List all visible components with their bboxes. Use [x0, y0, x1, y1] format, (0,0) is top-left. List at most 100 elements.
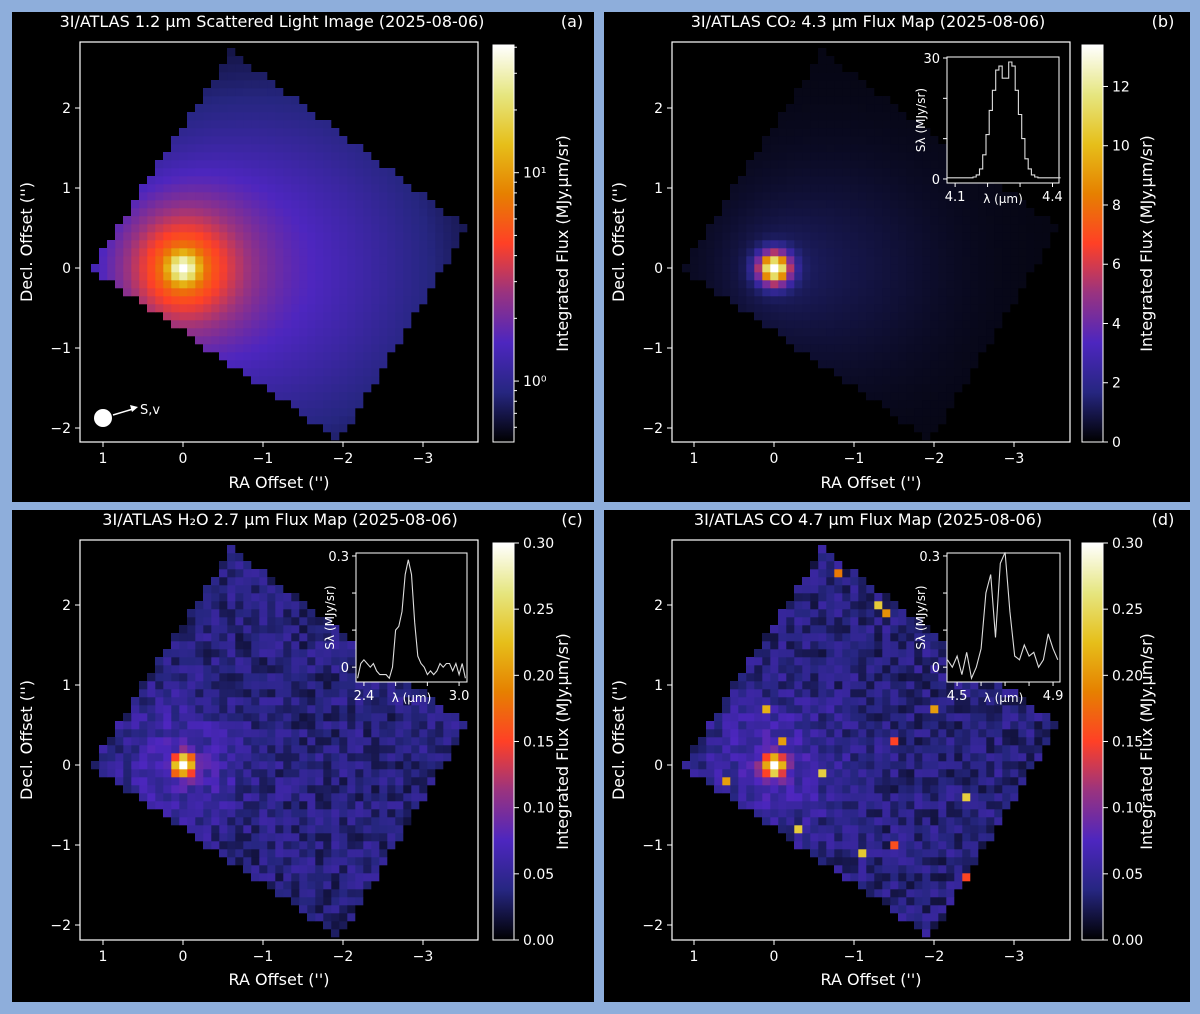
heatmap-cell: [195, 601, 204, 610]
heatmap-cell: [954, 328, 963, 337]
heatmap-cell: [211, 256, 220, 265]
heatmap-cell: [251, 368, 260, 377]
heatmap-cell: [171, 649, 180, 658]
heatmap-cell: [1034, 224, 1043, 233]
heatmap-cell: [299, 224, 308, 233]
heatmap-cell: [203, 296, 212, 305]
heatmap-cell: [850, 689, 859, 698]
heatmap-cell: [291, 248, 300, 257]
heatmap-cell: [874, 216, 883, 225]
heatmap-cell: [834, 224, 843, 233]
heatmap-cell: [219, 729, 228, 738]
heatmap-cell: [874, 665, 883, 674]
heatmap-cell: [762, 280, 771, 289]
heatmap-cell: [307, 232, 316, 241]
heatmap-cell: [227, 745, 236, 754]
heatmap-cell: [818, 641, 827, 650]
heatmap-cell: [163, 681, 172, 690]
heatmap-cell: [834, 673, 843, 682]
heatmap-cell: [858, 288, 867, 297]
heatmap-cell: [291, 785, 300, 794]
heatmap-cell: [283, 697, 292, 706]
heatmap-cell: [227, 56, 236, 65]
heatmap-cell: [922, 160, 931, 169]
heatmap-cell: [778, 761, 787, 770]
heatmap-cell: [203, 336, 212, 345]
heatmap-cell: [842, 248, 851, 257]
heatmap-cell: [251, 336, 260, 345]
heatmap-cell: [762, 769, 771, 778]
heatmap-cell: [866, 88, 875, 97]
heatmap-cell: [283, 849, 292, 858]
heatmap-cell: [195, 721, 204, 730]
heatmap-cell: [818, 657, 827, 666]
heatmap-cell: [187, 232, 196, 241]
heatmap-cell: [874, 256, 883, 265]
heatmap-cell: [291, 256, 300, 265]
heatmap-cell: [299, 280, 308, 289]
heatmap-cell: [395, 785, 404, 794]
heatmap-cell: [802, 232, 811, 241]
heatmap-cell: [722, 697, 731, 706]
heatmap-cell: [850, 216, 859, 225]
heatmap-cell: [754, 681, 763, 690]
heatmap-cell: [339, 384, 348, 393]
heatmap-cell: [818, 344, 827, 353]
heatmap-cell: [930, 881, 939, 890]
heatmap-cell: [195, 753, 204, 762]
heatmap-cell: [770, 673, 779, 682]
heatmap-cell: [778, 136, 787, 145]
heatmap-cell: [978, 761, 987, 770]
heatmap-cell: [978, 745, 987, 754]
heatmap-cell: [906, 865, 915, 874]
heatmap-cell: [283, 857, 292, 866]
heatmap-cell: [315, 288, 324, 297]
heatmap-cell: [866, 841, 875, 850]
heatmap-cell: [882, 625, 891, 634]
heatmap-cell: [379, 312, 388, 321]
heatmap-cell: [890, 224, 899, 233]
heatmap-cell: [898, 865, 907, 874]
heatmap-cell: [1002, 753, 1011, 762]
heatmap-cell: [275, 809, 284, 818]
heatmap-cell: [163, 176, 172, 185]
heatmap-cell: [890, 184, 899, 193]
heatmap-cell: [179, 625, 188, 634]
heatmap-cell: [347, 144, 356, 153]
heatmap-cell: [818, 80, 827, 89]
heatmap-cell: [970, 689, 979, 698]
colorbar: [1081, 44, 1104, 443]
heatmap-cell: [171, 184, 180, 193]
heatmap-cell: [914, 809, 923, 818]
heatmap-cell: [882, 737, 891, 746]
heatmap-cell: [770, 240, 779, 249]
heatmap-cell: [954, 208, 963, 217]
heatmap-cell: [267, 857, 276, 866]
heatmap-cell: [962, 248, 971, 257]
heatmap-cell: [858, 585, 867, 594]
heatmap-cell: [363, 200, 372, 209]
heatmap-cell: [770, 713, 779, 722]
heatmap-cell: [874, 272, 883, 281]
heatmap-cell: [403, 785, 412, 794]
heatmap-cell: [251, 176, 260, 185]
heatmap-cell: [339, 801, 348, 810]
heatmap-cell: [938, 641, 947, 650]
heatmap-cell: [938, 336, 947, 345]
heatmap-cell: [866, 328, 875, 337]
heatmap-cell: [283, 248, 292, 257]
heatmap-cell: [1018, 729, 1027, 738]
heatmap-cell: [347, 416, 356, 425]
heatmap-cell: [411, 761, 420, 770]
heatmap-cell: [858, 184, 867, 193]
heatmap-cell: [914, 705, 923, 714]
heatmap-cell: [323, 304, 332, 313]
heatmap-cell: [834, 729, 843, 738]
heatmap-cell: [259, 96, 268, 105]
heatmap-cell: [267, 120, 276, 129]
heatmap-cell: [155, 296, 164, 305]
heatmap-cell: [898, 272, 907, 281]
heatmap-cell: [187, 649, 196, 658]
heatmap-cell: [171, 689, 180, 698]
heatmap-cell: [395, 192, 404, 201]
